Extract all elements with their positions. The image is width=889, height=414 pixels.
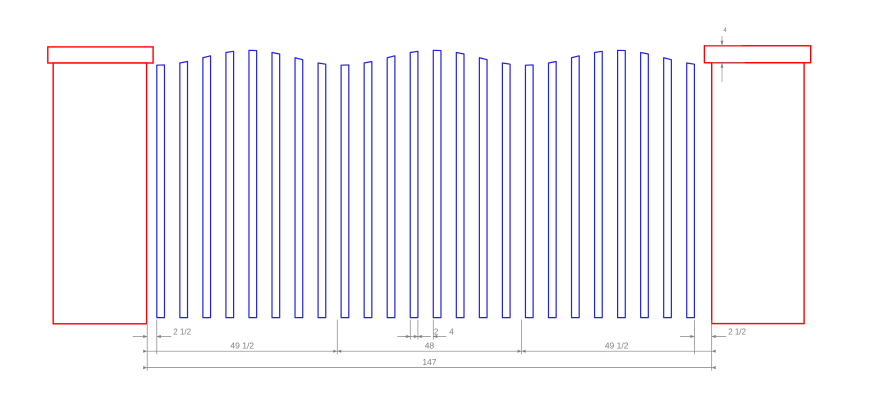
svg-text:48: 48 — [425, 341, 435, 351]
svg-text:2 1/2: 2 1/2 — [728, 327, 746, 336]
svg-text:2 1/2: 2 1/2 — [173, 327, 191, 336]
svg-text:147: 147 — [422, 357, 436, 367]
svg-text:49 1/2: 49 1/2 — [230, 341, 254, 351]
svg-text:2: 2 — [434, 327, 439, 336]
svg-text:49 1/2: 49 1/2 — [605, 341, 629, 351]
svg-text:4: 4 — [449, 327, 454, 336]
